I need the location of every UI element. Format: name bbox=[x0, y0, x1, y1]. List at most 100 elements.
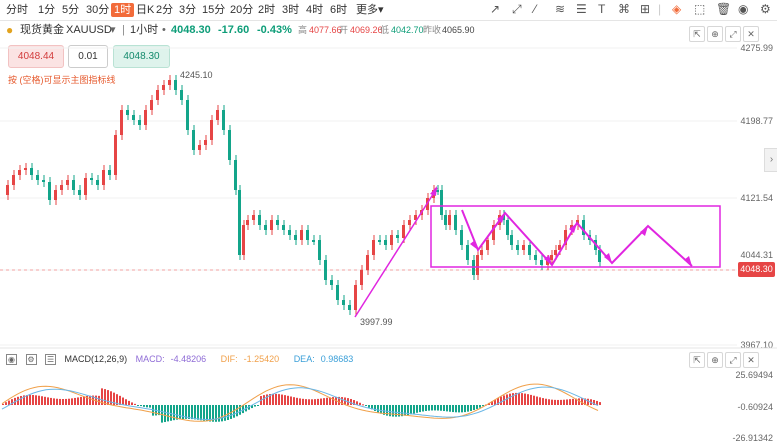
candle-body bbox=[436, 190, 439, 192]
cross-icon[interactable]: ⤢ bbox=[512, 2, 522, 16]
candle-body bbox=[312, 240, 315, 242]
symbol-dropdown-icon[interactable]: ▾ bbox=[110, 24, 116, 36]
tf-5min[interactable]: 5分 bbox=[62, 4, 80, 16]
buy-price-button[interactable]: 4048.30 bbox=[113, 45, 170, 68]
macd-visibility-icon[interactable]: ◉ bbox=[6, 354, 17, 366]
macd-histogram-bar bbox=[362, 404, 364, 406]
macd-number: -4.48206 bbox=[170, 354, 207, 364]
tf-fenshi[interactable]: 分时 bbox=[6, 4, 28, 16]
macd-histogram-bar bbox=[122, 397, 124, 405]
macd-histogram-bar bbox=[341, 397, 343, 405]
macd-histogram-bar bbox=[464, 405, 466, 413]
macd-histogram-bar bbox=[551, 399, 553, 405]
macd-histogram-bar bbox=[527, 394, 529, 405]
tf-3min[interactable]: 3分 bbox=[179, 4, 197, 16]
macd-histogram-bar bbox=[278, 394, 280, 405]
macd-histogram-bar bbox=[287, 395, 289, 405]
macd-histogram-bar bbox=[11, 399, 13, 405]
macd-histogram-bar bbox=[119, 395, 121, 405]
macd-histogram-bar bbox=[368, 405, 370, 408]
tf-20min[interactable]: 20分 bbox=[230, 4, 254, 16]
symbol-name[interactable]: 现货黄金 bbox=[20, 24, 64, 36]
macd-histogram-bar bbox=[425, 405, 427, 411]
candle-body bbox=[294, 235, 297, 240]
low-marker-label: 3997.99 bbox=[360, 317, 393, 327]
macd-histogram-bar bbox=[473, 405, 475, 411]
tf-3hour[interactable]: 3时 bbox=[282, 4, 300, 16]
macd-axis-label: -26.91342 bbox=[732, 433, 773, 443]
parallel-line-icon[interactable]: ≋ bbox=[555, 2, 566, 16]
tf-1min[interactable]: 1分 bbox=[38, 4, 56, 16]
sell-price-button[interactable]: 4048.44 bbox=[8, 45, 64, 68]
macd-zoom-icon[interactable]: ⊕ bbox=[707, 352, 723, 368]
macd-histogram-bar bbox=[257, 405, 259, 406]
macd-histogram-bar bbox=[80, 396, 82, 405]
chart-close-icon[interactable]: ✕ bbox=[743, 26, 759, 42]
macd-histogram-bar bbox=[266, 394, 268, 405]
candle-body bbox=[318, 240, 321, 260]
fib-icon[interactable]: ☰ bbox=[576, 2, 587, 16]
chart-expand-icon[interactable]: ⤢ bbox=[725, 26, 741, 42]
macd-histogram-bar bbox=[38, 395, 40, 405]
candle-body bbox=[108, 170, 111, 175]
macd-settings-icon[interactable]: ⚙ bbox=[25, 354, 37, 366]
candle-body bbox=[288, 230, 291, 235]
ray-icon[interactable]: ⁄ bbox=[534, 2, 537, 16]
tf-15min[interactable]: 15分 bbox=[202, 4, 226, 16]
measure-icon[interactable]: ⊞ bbox=[640, 2, 651, 16]
candle-body bbox=[324, 260, 327, 280]
line-draw-icon[interactable]: ↗ bbox=[490, 2, 501, 16]
lot-size-input[interactable]: 0.01 bbox=[68, 45, 108, 68]
trash-icon[interactable]: 🗑 bbox=[716, 2, 732, 16]
macd-histogram-bar bbox=[200, 405, 202, 421]
macd-expand-icon[interactable]: ⤢ bbox=[725, 352, 741, 368]
macd-menu-icon[interactable]: ☰ bbox=[45, 354, 57, 366]
macd-histogram-bar bbox=[131, 402, 133, 405]
macd-histogram-bar bbox=[164, 405, 166, 423]
chart-collapse-icon[interactable]: ⇱ bbox=[689, 26, 705, 42]
clear-icon[interactable]: ◈ bbox=[672, 2, 682, 16]
macd-collapse-icon[interactable]: ⇱ bbox=[689, 352, 705, 368]
candle-body bbox=[264, 225, 267, 230]
interval-label[interactable]: 1小时 bbox=[130, 24, 159, 36]
candle-body bbox=[540, 260, 543, 265]
side-panel-toggle-icon[interactable]: › bbox=[764, 148, 777, 172]
tf-30min[interactable]: 30分 bbox=[86, 4, 110, 16]
layout-icon[interactable]: ⬚ bbox=[694, 2, 706, 16]
candle-body bbox=[156, 90, 159, 100]
candle-body bbox=[276, 220, 279, 225]
candle-body bbox=[534, 255, 537, 260]
macd-histogram-bar bbox=[422, 405, 424, 412]
macd-close-icon[interactable]: ✕ bbox=[743, 352, 759, 368]
tf-2hour[interactable]: 2时 bbox=[258, 4, 276, 16]
macd-histogram-bar bbox=[428, 405, 430, 411]
tf-more[interactable]: 更多▾ bbox=[356, 3, 384, 17]
tf-1hour[interactable]: 1时 bbox=[111, 3, 135, 17]
chart-zoom-icon[interactable]: ⊕ bbox=[707, 26, 723, 42]
macd-histogram-bar bbox=[170, 405, 172, 421]
macd-histogram-bar bbox=[491, 401, 493, 405]
symbol-code[interactable]: XAUUSD bbox=[66, 24, 112, 36]
eye-icon[interactable]: ◉ bbox=[738, 2, 749, 16]
macd-histogram-bar bbox=[47, 397, 49, 405]
shape-icon[interactable]: ⌘ bbox=[618, 2, 630, 16]
macd-histogram-bar bbox=[86, 395, 88, 405]
tf-6hour[interactable]: 6时 bbox=[330, 4, 348, 16]
tf-2min[interactable]: 2分 bbox=[156, 4, 174, 16]
text-icon[interactable]: T bbox=[598, 2, 606, 16]
candle-body bbox=[126, 110, 129, 115]
candle-body bbox=[238, 190, 241, 255]
tf-daily[interactable]: 日K bbox=[136, 4, 155, 16]
candle-body bbox=[492, 225, 495, 240]
tf-4hour[interactable]: 4时 bbox=[306, 4, 324, 16]
macd-histogram-bar bbox=[536, 396, 538, 405]
macd-histogram-bar bbox=[530, 394, 532, 405]
macd-histogram-bar bbox=[566, 399, 568, 405]
macd-histogram-bar bbox=[386, 405, 388, 416]
candle-body bbox=[42, 180, 45, 182]
macd-histogram-bar bbox=[239, 405, 241, 415]
macd-histogram-bar bbox=[431, 405, 433, 411]
settings-icon[interactable]: ⚙ bbox=[760, 2, 771, 16]
macd-histogram-bar bbox=[434, 405, 436, 411]
